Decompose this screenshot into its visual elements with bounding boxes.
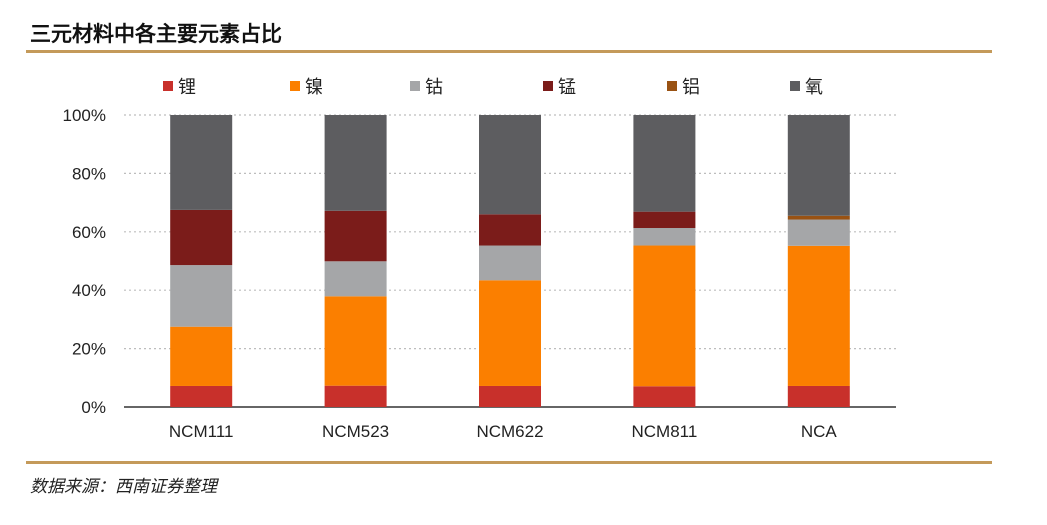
legend-label: 钴 xyxy=(425,77,443,98)
top-divider xyxy=(26,50,992,53)
bar-segment xyxy=(633,228,696,246)
x-tick-label: NCM111 xyxy=(169,422,234,441)
legend-label: 镍 xyxy=(305,77,323,98)
legend-label: 铝 xyxy=(682,77,700,98)
bar-segment xyxy=(633,386,696,407)
bar-segment xyxy=(170,209,233,266)
bar-segment xyxy=(170,265,233,327)
bar-segment xyxy=(787,219,850,246)
chart-title: 三元材料中各主要元素占比 xyxy=(30,21,282,46)
x-tick-label: NCA xyxy=(801,422,838,441)
legend-swatch xyxy=(410,81,420,91)
y-tick-label: 40% xyxy=(72,281,106,300)
bar-segment xyxy=(324,115,387,211)
x-tick-label: NCM523 xyxy=(322,422,389,441)
bar-segment xyxy=(170,115,233,210)
y-tick-label: 0% xyxy=(81,398,106,417)
legend-swatch xyxy=(790,81,800,91)
bar-segment xyxy=(170,385,233,407)
bar-segment xyxy=(479,385,541,407)
y-tick-label: 80% xyxy=(72,164,106,183)
x-tick-label: NCM622 xyxy=(476,422,543,441)
y-tick-label: 20% xyxy=(72,340,106,359)
bar-segment xyxy=(787,385,850,407)
bar-segment xyxy=(787,245,850,386)
bar-segment xyxy=(479,280,541,386)
source-note: 数据来源：西南证券整理 xyxy=(30,477,217,497)
bar-segment xyxy=(633,245,696,387)
legend-swatch xyxy=(163,81,173,91)
legend-swatch xyxy=(290,81,300,91)
x-tick-label: NCM811 xyxy=(631,422,697,441)
bar-segment xyxy=(324,296,387,386)
bar-segment xyxy=(479,214,541,246)
y-tick-label: 100% xyxy=(63,106,106,125)
bar-segment xyxy=(479,245,541,281)
bar-segment xyxy=(170,326,233,386)
legend-label: 氧 xyxy=(805,77,823,98)
bar-segment xyxy=(324,210,387,262)
bar-segment xyxy=(633,115,696,212)
legend-label: 锰 xyxy=(558,77,576,98)
bar-segment xyxy=(324,261,387,297)
y-tick-label: 60% xyxy=(72,223,106,242)
legend-swatch xyxy=(667,81,677,91)
bar-segment xyxy=(787,215,850,220)
bar-segment xyxy=(324,385,387,407)
bar-segment xyxy=(479,115,541,215)
legend-swatch xyxy=(543,81,553,91)
bar-segment xyxy=(787,115,850,216)
bottom-divider xyxy=(26,461,992,464)
legend-label: 锂 xyxy=(178,77,196,98)
bar-segment xyxy=(633,211,696,229)
